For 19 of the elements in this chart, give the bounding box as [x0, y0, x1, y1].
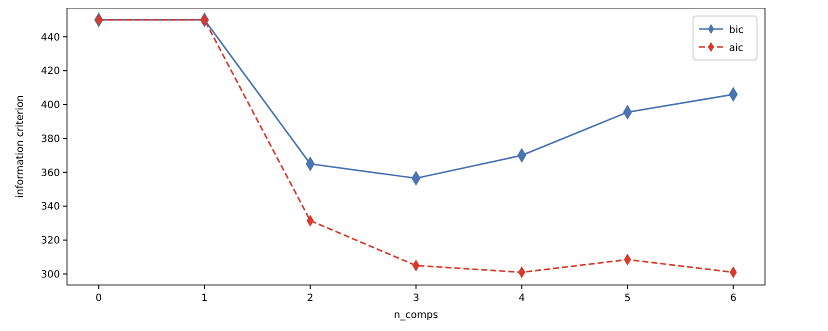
legend-label: bic — [729, 25, 744, 36]
x-tick-label: 3 — [412, 293, 420, 304]
x-axis-title: n_comps — [394, 310, 438, 321]
x-tick-label: 4 — [518, 293, 525, 304]
y-tick-label: 400 — [40, 100, 60, 112]
x-tick-label: 2 — [307, 293, 314, 304]
y-tick-label: 340 — [40, 202, 60, 213]
y-tick-label: 360 — [40, 168, 60, 179]
y-tick-label: 380 — [40, 134, 60, 145]
y-tick-label: 420 — [40, 66, 60, 78]
x-tick-label: 5 — [624, 293, 631, 304]
legend-label: aic — [729, 43, 744, 54]
y-tick-label: 320 — [40, 236, 60, 247]
y-tick-label: 300 — [40, 269, 60, 280]
x-tick-label: 6 — [730, 293, 736, 304]
x-tick-label: 0 — [96, 293, 102, 304]
y-axis-title: information criterion — [15, 95, 26, 198]
x-tick-label: 1 — [201, 293, 208, 304]
y-tick-label: 440 — [40, 32, 60, 44]
